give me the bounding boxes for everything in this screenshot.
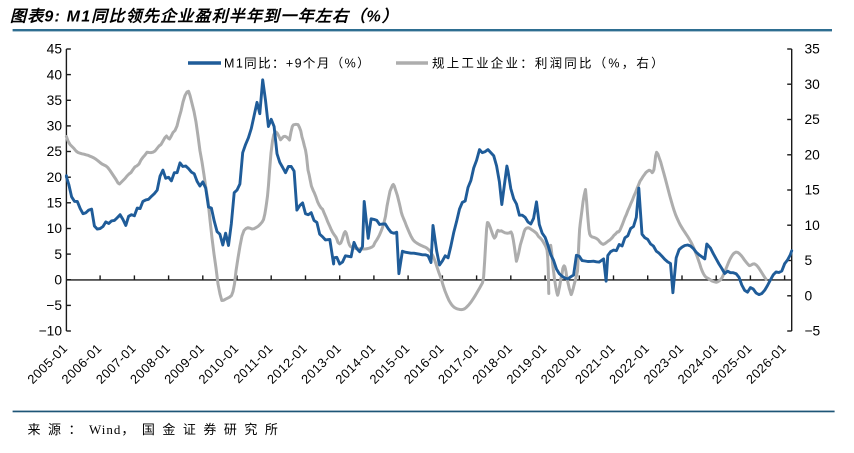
svg-text:M1同比：+9个月（%）: M1同比：+9个月（%） [224, 57, 371, 71]
svg-text:20: 20 [805, 147, 821, 162]
svg-text:5: 5 [805, 253, 813, 268]
svg-text:35: 35 [47, 93, 63, 108]
svg-text:30: 30 [805, 77, 821, 92]
svg-text:0: 0 [805, 288, 813, 303]
svg-text:25: 25 [47, 144, 63, 159]
svg-text:35: 35 [805, 42, 821, 57]
svg-text:−10: −10 [39, 324, 63, 339]
svg-text:10: 10 [805, 218, 821, 233]
svg-text:30: 30 [47, 119, 63, 134]
svg-text:15: 15 [47, 196, 63, 211]
svg-text:−5: −5 [46, 298, 62, 313]
svg-text:图表9: M1同比领先企业盈利半年到一年左右（%）: 图表9: M1同比领先企业盈利半年到一年左右（%） [10, 7, 399, 26]
svg-text:−5: −5 [805, 324, 821, 339]
svg-text:10: 10 [47, 221, 63, 236]
svg-text:5: 5 [54, 247, 62, 262]
svg-text:25: 25 [805, 112, 821, 127]
svg-text:0: 0 [54, 272, 62, 287]
svg-text:来源：Wind，国金证券研究所: 来源：Wind，国金证券研究所 [28, 422, 286, 437]
svg-text:45: 45 [47, 42, 63, 57]
svg-text:40: 40 [47, 67, 63, 82]
svg-text:20: 20 [47, 170, 63, 185]
svg-text:15: 15 [805, 183, 821, 198]
svg-text:规上工业企业：利润同比（%，右）: 规上工业企业：利润同比（%，右） [432, 56, 666, 71]
